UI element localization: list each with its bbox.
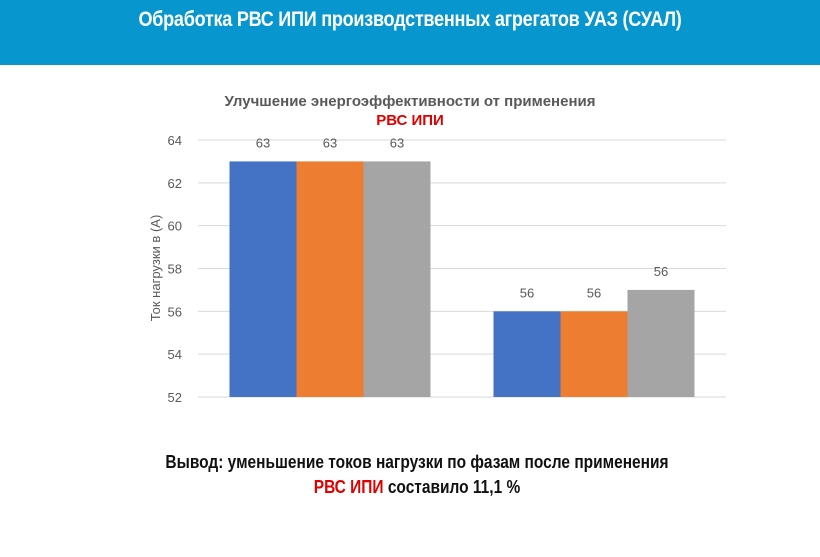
y-tick-label: 54 bbox=[168, 347, 182, 362]
y-tick-label: 58 bbox=[168, 262, 182, 277]
data-label: 63 bbox=[323, 135, 337, 150]
y-axis-label: Ток нагрузки в (А) bbox=[148, 215, 163, 322]
header-banner: Обработка РВС ИПИ производственных агрег… bbox=[0, 0, 820, 65]
conclusion-line-2: РВС ИПИ составило 11,1 % bbox=[58, 475, 775, 500]
conclusion-rest: составило 11,1 % bbox=[383, 477, 521, 497]
bar bbox=[363, 161, 431, 397]
y-tick-label: 64 bbox=[168, 133, 182, 148]
chart-title: Улучшение энергоэффективности от примене… bbox=[224, 93, 596, 110]
chart-title-block: Улучшение энергоэффективности от примене… bbox=[130, 92, 690, 130]
conclusion-highlight: РВС ИПИ bbox=[313, 477, 384, 497]
data-label: 56 bbox=[654, 264, 668, 279]
bar bbox=[229, 161, 297, 397]
page-title: Обработка РВС ИПИ производственных агрег… bbox=[138, 8, 682, 31]
y-tick-label: 56 bbox=[168, 304, 182, 319]
data-label: 63 bbox=[390, 135, 404, 150]
chart-subtitle: РВС ИПИ bbox=[376, 112, 444, 129]
bar bbox=[296, 161, 364, 397]
bar bbox=[560, 311, 628, 397]
bar bbox=[627, 289, 695, 397]
conclusion-line-1: Вывод: уменьшение токов нагрузки по фаза… bbox=[165, 452, 669, 472]
y-tick-label: 62 bbox=[168, 176, 182, 191]
bars bbox=[229, 161, 695, 397]
bar bbox=[493, 311, 561, 397]
data-label: 56 bbox=[587, 285, 601, 300]
y-tick-label: 60 bbox=[168, 219, 182, 234]
data-labels: 63 63 63 56 56 56 bbox=[256, 135, 668, 300]
y-axis-ticks: 52 54 56 58 60 62 64 bbox=[168, 133, 182, 405]
y-tick-label: 52 bbox=[168, 390, 182, 405]
data-label: 56 bbox=[520, 285, 534, 300]
conclusion-text: Вывод: уменьшение токов нагрузки по фаза… bbox=[58, 450, 775, 500]
data-label: 63 bbox=[256, 135, 270, 150]
